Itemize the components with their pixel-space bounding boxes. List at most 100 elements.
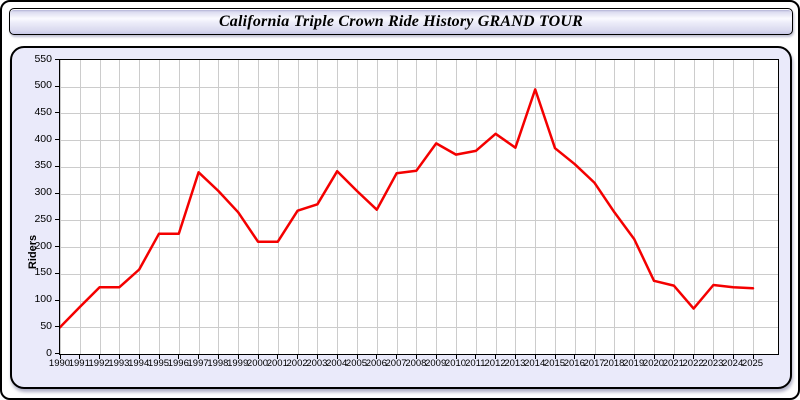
- x-tick-label: 2017: [583, 358, 605, 369]
- x-tick-mark: [139, 355, 140, 359]
- x-tick-mark: [376, 355, 377, 359]
- x-tick-label: 2005: [345, 358, 368, 369]
- x-tick-mark: [753, 355, 754, 359]
- x-tick-mark: [218, 355, 219, 359]
- y-tick-label: 300: [34, 186, 52, 198]
- x-tick-label: 1995: [147, 358, 170, 369]
- x-tick-mark: [594, 355, 595, 359]
- x-tick-label: 2020: [642, 358, 665, 369]
- y-tick-mark: [55, 246, 59, 247]
- x-tick-mark: [60, 355, 61, 359]
- y-tick-mark: [55, 166, 59, 167]
- x-tick-mark: [495, 355, 496, 359]
- x-tick-label: 2008: [405, 358, 427, 369]
- x-tick-label: 1991: [68, 358, 90, 369]
- x-tick-mark: [396, 355, 397, 359]
- x-tick-label: 1993: [108, 358, 130, 369]
- x-tick-mark: [733, 355, 734, 359]
- x-tick-label: 2021: [662, 358, 684, 369]
- y-tick-mark: [55, 273, 59, 274]
- x-tick-label: 2012: [484, 358, 506, 369]
- x-tick-mark: [238, 355, 239, 359]
- x-tick-mark: [654, 355, 655, 359]
- x-tick-mark: [693, 355, 694, 359]
- x-tick-mark: [475, 355, 476, 359]
- y-tick-label: 550: [34, 53, 52, 65]
- x-tick-mark: [713, 355, 714, 359]
- y-tick-label: 50: [40, 320, 52, 332]
- x-tick-mark: [297, 355, 298, 359]
- x-tick-label: 2024: [722, 358, 744, 369]
- y-tick-mark: [55, 219, 59, 220]
- x-tick-mark: [99, 355, 100, 359]
- y-tick-label: 0: [46, 347, 52, 359]
- x-tick-label: 2006: [365, 358, 387, 369]
- y-tick-mark: [55, 193, 59, 194]
- x-tick-label: 1996: [167, 358, 189, 369]
- x-tick-mark: [515, 355, 516, 359]
- y-tick-label: 350: [34, 159, 52, 171]
- x-tick-label: 2019: [623, 358, 645, 369]
- x-tick-mark: [456, 355, 457, 359]
- x-tick-mark: [337, 355, 338, 359]
- x-tick-label: 2011: [465, 358, 486, 369]
- x-tick-mark: [574, 355, 575, 359]
- x-tick-label: 2010: [444, 358, 467, 369]
- x-tick-label: 2003: [306, 358, 328, 369]
- x-tick-mark: [673, 355, 674, 359]
- y-tick-mark: [55, 353, 59, 354]
- x-tick-label: 2014: [524, 358, 546, 369]
- x-tick-label: 2023: [702, 358, 724, 369]
- y-tick-mark: [55, 300, 59, 301]
- x-tick-label: 2013: [504, 358, 526, 369]
- title-bar: California Triple Crown Ride History GRA…: [9, 8, 793, 35]
- x-tick-label: 2002: [286, 358, 308, 369]
- x-tick-mark: [614, 355, 615, 359]
- x-tick-mark: [436, 355, 437, 359]
- x-tick-label: 2025: [741, 358, 764, 369]
- y-tick-mark: [55, 59, 59, 60]
- y-tick-label: 150: [34, 266, 52, 278]
- x-tick-mark: [258, 355, 259, 359]
- x-tick-label: 2009: [425, 358, 447, 369]
- x-tick-mark: [416, 355, 417, 359]
- y-tick-label: 100: [34, 293, 52, 305]
- y-tick-label: 250: [34, 213, 52, 225]
- x-tick-label: 2001: [266, 358, 288, 369]
- page-title: California Triple Crown Ride History GRA…: [218, 12, 584, 30]
- x-tick-mark: [277, 355, 278, 359]
- x-tick-label: 2007: [385, 358, 407, 369]
- x-tick-mark: [119, 355, 120, 359]
- x-tick-mark: [317, 355, 318, 359]
- x-tick-label: 2022: [682, 358, 704, 369]
- y-tick-mark: [55, 112, 59, 113]
- y-tick-mark: [55, 139, 59, 140]
- x-tick-mark: [198, 355, 199, 359]
- y-tick-label: 400: [34, 133, 52, 145]
- y-tick-label: 450: [34, 106, 52, 118]
- x-tick-mark: [79, 355, 80, 359]
- x-tick-mark: [634, 355, 635, 359]
- x-tick-mark: [555, 355, 556, 359]
- x-tick-mark: [535, 355, 536, 359]
- x-tick-mark: [357, 355, 358, 359]
- x-tick-label: 2015: [543, 358, 566, 369]
- y-tick-label: 200: [34, 240, 52, 252]
- x-tick-label: 1994: [128, 358, 150, 369]
- plot-area: [59, 59, 779, 355]
- x-tick-label: 1999: [227, 358, 249, 369]
- x-tick-label: 2000: [246, 358, 269, 369]
- x-tick-label: 1992: [88, 358, 110, 369]
- y-tick-mark: [55, 326, 59, 327]
- riders-data-line: [60, 88, 755, 329]
- x-tick-mark: [178, 355, 179, 359]
- x-tick-label: 1990: [48, 358, 71, 369]
- x-tick-mark: [159, 355, 160, 359]
- chart-svg: [60, 60, 778, 354]
- x-tick-label: 2016: [563, 358, 585, 369]
- y-tick-mark: [55, 86, 59, 87]
- x-tick-label: 1997: [187, 358, 209, 369]
- x-tick-label: 2004: [326, 358, 348, 369]
- x-tick-label: 2018: [603, 358, 625, 369]
